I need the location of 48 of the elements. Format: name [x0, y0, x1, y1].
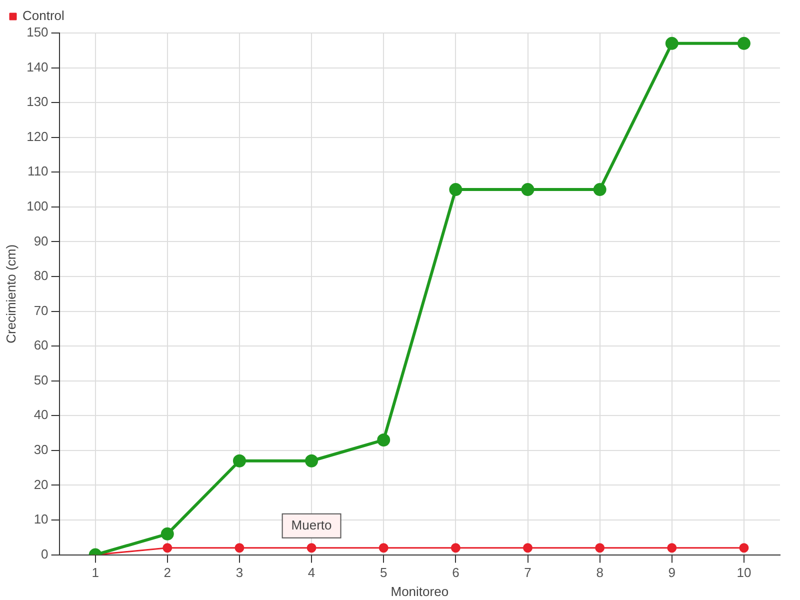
point: [449, 183, 462, 196]
y-tick-label: 100: [26, 198, 48, 214]
x-tick-label: 5: [380, 565, 388, 580]
y-axis-title: Crecimiento (cm): [3, 244, 18, 344]
x-tick-label: 10: [736, 565, 752, 580]
y-tick-label: 50: [34, 372, 48, 388]
point: [378, 543, 388, 553]
x-tick-label: 8: [596, 565, 604, 580]
y-tick-label: 110: [28, 164, 48, 179]
point: [595, 543, 605, 553]
point: [593, 183, 606, 196]
y-tick-label: 10: [34, 512, 48, 527]
point: [667, 543, 677, 553]
point: [521, 183, 534, 196]
point: [665, 36, 678, 50]
x-tick-label: 3: [236, 565, 244, 580]
point: [306, 543, 316, 553]
point: [305, 454, 318, 468]
annotation: Muerto: [291, 517, 332, 532]
point: [162, 543, 172, 553]
x-tick-label: 1: [92, 565, 99, 580]
y-tick-label: 120: [26, 128, 48, 144]
y-tick-label: 70: [34, 302, 48, 318]
legend-label: Control: [22, 8, 65, 24]
x-tick-label: 7: [524, 565, 532, 580]
x-axis-title: Monitoreo: [390, 584, 449, 599]
y-tick-label: 60: [34, 338, 48, 353]
point: [450, 543, 460, 553]
point: [234, 543, 244, 553]
y-tick-label: 140: [26, 59, 48, 74]
y-tick-label: 150: [26, 24, 48, 40]
point: [739, 543, 749, 553]
x-tick-label: 4: [308, 565, 316, 580]
point: [523, 543, 532, 553]
point: [160, 527, 174, 540]
y-tick-label: 30: [34, 442, 48, 458]
x-tick-label: 6: [452, 565, 460, 580]
y-tick-label: 130: [26, 94, 48, 110]
y-tick-label: 90: [34, 233, 48, 248]
y-tick-label: 40: [34, 407, 48, 422]
y-tick-label: 20: [34, 476, 48, 492]
x-tick-label: 2: [164, 565, 172, 580]
x-tick-label: 9: [668, 565, 676, 580]
y-tick-label: 80: [34, 268, 48, 284]
y-tick-label: 0: [41, 546, 48, 562]
point: [232, 454, 246, 468]
point: [377, 434, 390, 447]
point: [737, 36, 750, 50]
